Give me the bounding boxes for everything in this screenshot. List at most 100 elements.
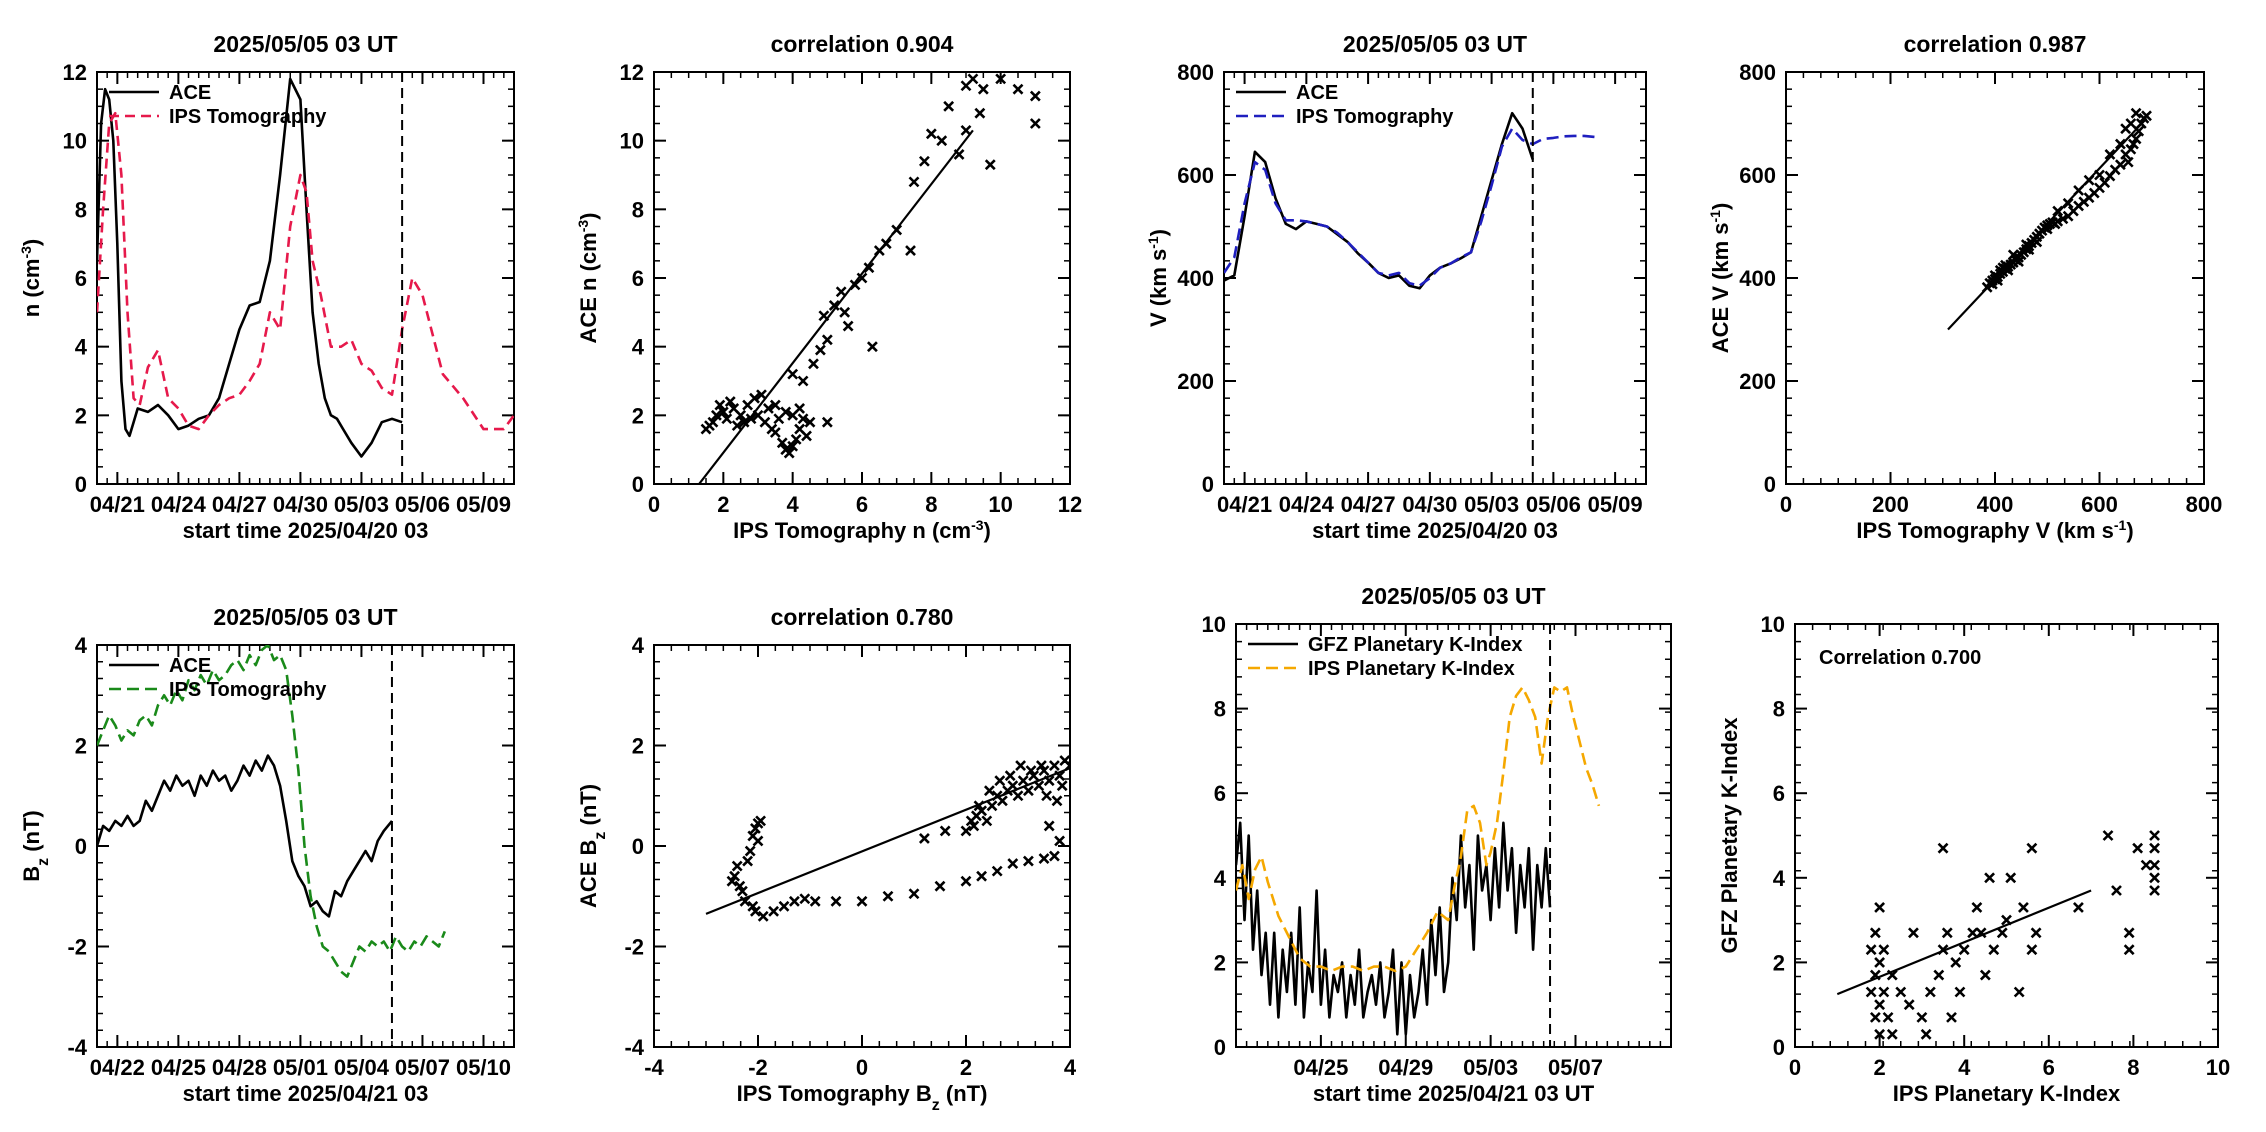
scatter-point	[1051, 795, 1063, 807]
scatter-point	[2026, 842, 2038, 854]
scatter-point	[983, 785, 995, 797]
scatter-point	[1029, 90, 1041, 102]
y-tick-label: 800	[1177, 60, 1214, 85]
y-tick-label: 2	[75, 403, 87, 428]
scatter-point	[960, 124, 972, 136]
plot-frame	[96, 71, 515, 485]
y-tick-label: 0	[1773, 1035, 1785, 1060]
x-tick-label: 05/04	[334, 1055, 390, 1080]
chart-title: 2025/05/05 03 UT	[213, 31, 397, 57]
scatter-point	[2132, 842, 2144, 854]
x-tick-label: 4	[1958, 1055, 1971, 1080]
chart-title: correlation 0.904	[771, 31, 954, 57]
x-tick-label: 05/03	[1464, 492, 1519, 517]
scatter-point	[1012, 790, 1024, 802]
chart-svg: correlation 0.904 0 2 4 6 8 10 12 0 2 4 6 8 10 12 IPS T…	[575, 31, 1082, 543]
scatter-point	[2005, 872, 2017, 884]
scatter-point	[821, 334, 833, 346]
series-line-ips-tomography	[97, 645, 447, 978]
y-tick-label: -2	[67, 935, 87, 960]
y-tick-label: 2	[632, 734, 644, 759]
x-tick-label: 05/10	[456, 1055, 511, 1080]
x-tick-label: 04/29	[1378, 1055, 1433, 1080]
scatter-point	[1025, 765, 1037, 777]
scatter-point	[1886, 1028, 1898, 1040]
scatter-point	[768, 905, 780, 917]
legend-label: IPS Tomography	[1296, 106, 1454, 128]
scatter-point	[787, 368, 799, 380]
scatter-point	[984, 159, 996, 171]
y-tick-label: 400	[1739, 266, 1776, 291]
scatter-point	[738, 416, 750, 428]
scatter-point	[1038, 853, 1050, 864]
scatter-point	[801, 430, 812, 442]
scatter-point	[762, 403, 774, 414]
scatter-point	[967, 73, 979, 85]
scatter-point	[1874, 901, 1886, 913]
scatter-point	[736, 885, 748, 897]
scatter-point	[918, 833, 930, 844]
y-axis-label: n (cm-3)	[18, 239, 44, 317]
scatter-point	[2149, 830, 2160, 841]
scatter-point	[2102, 830, 2114, 841]
x-axis-label: IPS Tomography V (km s-1)	[1856, 517, 2133, 543]
scatter-point	[1056, 780, 1068, 792]
scatter-point	[882, 890, 894, 902]
plot-frame	[1223, 71, 1647, 485]
scatter-point	[2026, 944, 2038, 956]
scatter-point	[731, 860, 743, 872]
y-tick-label: 0	[1202, 472, 1214, 497]
scatter-point	[976, 870, 988, 882]
scatter-point	[756, 389, 767, 401]
x-tick-label: 8	[2127, 1055, 2139, 1080]
scatter-point	[2149, 842, 2160, 854]
chart-svg: 2025/05/05 03 UT 04/25 04/29 05/03 05/07 0 2 4 6…	[1202, 583, 1672, 1106]
x-tick-label: 4	[787, 492, 800, 517]
scatter-point	[1941, 927, 1953, 939]
plot-area	[1236, 686, 1601, 1036]
scatter-point	[1958, 944, 1970, 956]
chart-title: correlation 0.780	[771, 604, 954, 630]
x-tick-label: 2	[717, 492, 729, 517]
y-tick-label: 8	[1214, 697, 1226, 722]
scatter-point	[790, 433, 802, 445]
scatter-point	[769, 427, 781, 438]
legend-label: IPS Tomography	[169, 679, 327, 701]
plot-area	[97, 77, 514, 458]
x-tick-label: 05/09	[456, 492, 511, 517]
scatter-point	[1874, 1028, 1886, 1040]
x-axis-label: start time 2025/04/21 03 UT	[1313, 1081, 1595, 1106]
scatter-point	[2122, 156, 2134, 168]
plot-area	[1947, 107, 2152, 331]
scatter-point	[1004, 770, 1016, 782]
y-axis-label: ACE V (km s-1)	[1707, 203, 1733, 354]
scatter-point	[2018, 901, 2029, 913]
x-axis-label: start time 2025/04/20 03	[1312, 518, 1558, 543]
x-tick-label: 05/07	[395, 1055, 450, 1080]
scatter-point	[908, 176, 920, 188]
y-tick-label: 10	[620, 129, 644, 154]
legend-label: GFZ Planetary K-Index	[1308, 634, 1523, 656]
y-tick-label: 0	[632, 472, 644, 497]
chart-panel-kindex-timeseries: 2025/05/05 03 UT 04/25 04/29 05/03 05/07 0 2 4 6…	[1132, 566, 1698, 1132]
y-tick-label: 4	[75, 633, 88, 658]
scatter-point	[828, 300, 840, 311]
x-tick-label: 6	[856, 492, 868, 517]
y-tick-label: 4	[1214, 866, 1227, 891]
scatter-point	[1048, 760, 1060, 772]
x-tick-label: 0	[648, 492, 660, 517]
y-tick-label: 0	[1764, 472, 1776, 497]
y-tick-label: 8	[632, 197, 644, 222]
scatter-point	[994, 775, 1006, 787]
y-tick-label: 200	[1739, 369, 1776, 394]
y-tick-label: 400	[1177, 266, 1214, 291]
scatter-point	[780, 406, 792, 418]
scatter-point	[986, 800, 998, 812]
y-tick-label: 0	[75, 472, 87, 497]
scatter-point	[776, 437, 788, 449]
scatter-point	[2114, 138, 2126, 150]
scatter-point	[925, 128, 937, 140]
scatter-point	[1869, 1011, 1881, 1023]
